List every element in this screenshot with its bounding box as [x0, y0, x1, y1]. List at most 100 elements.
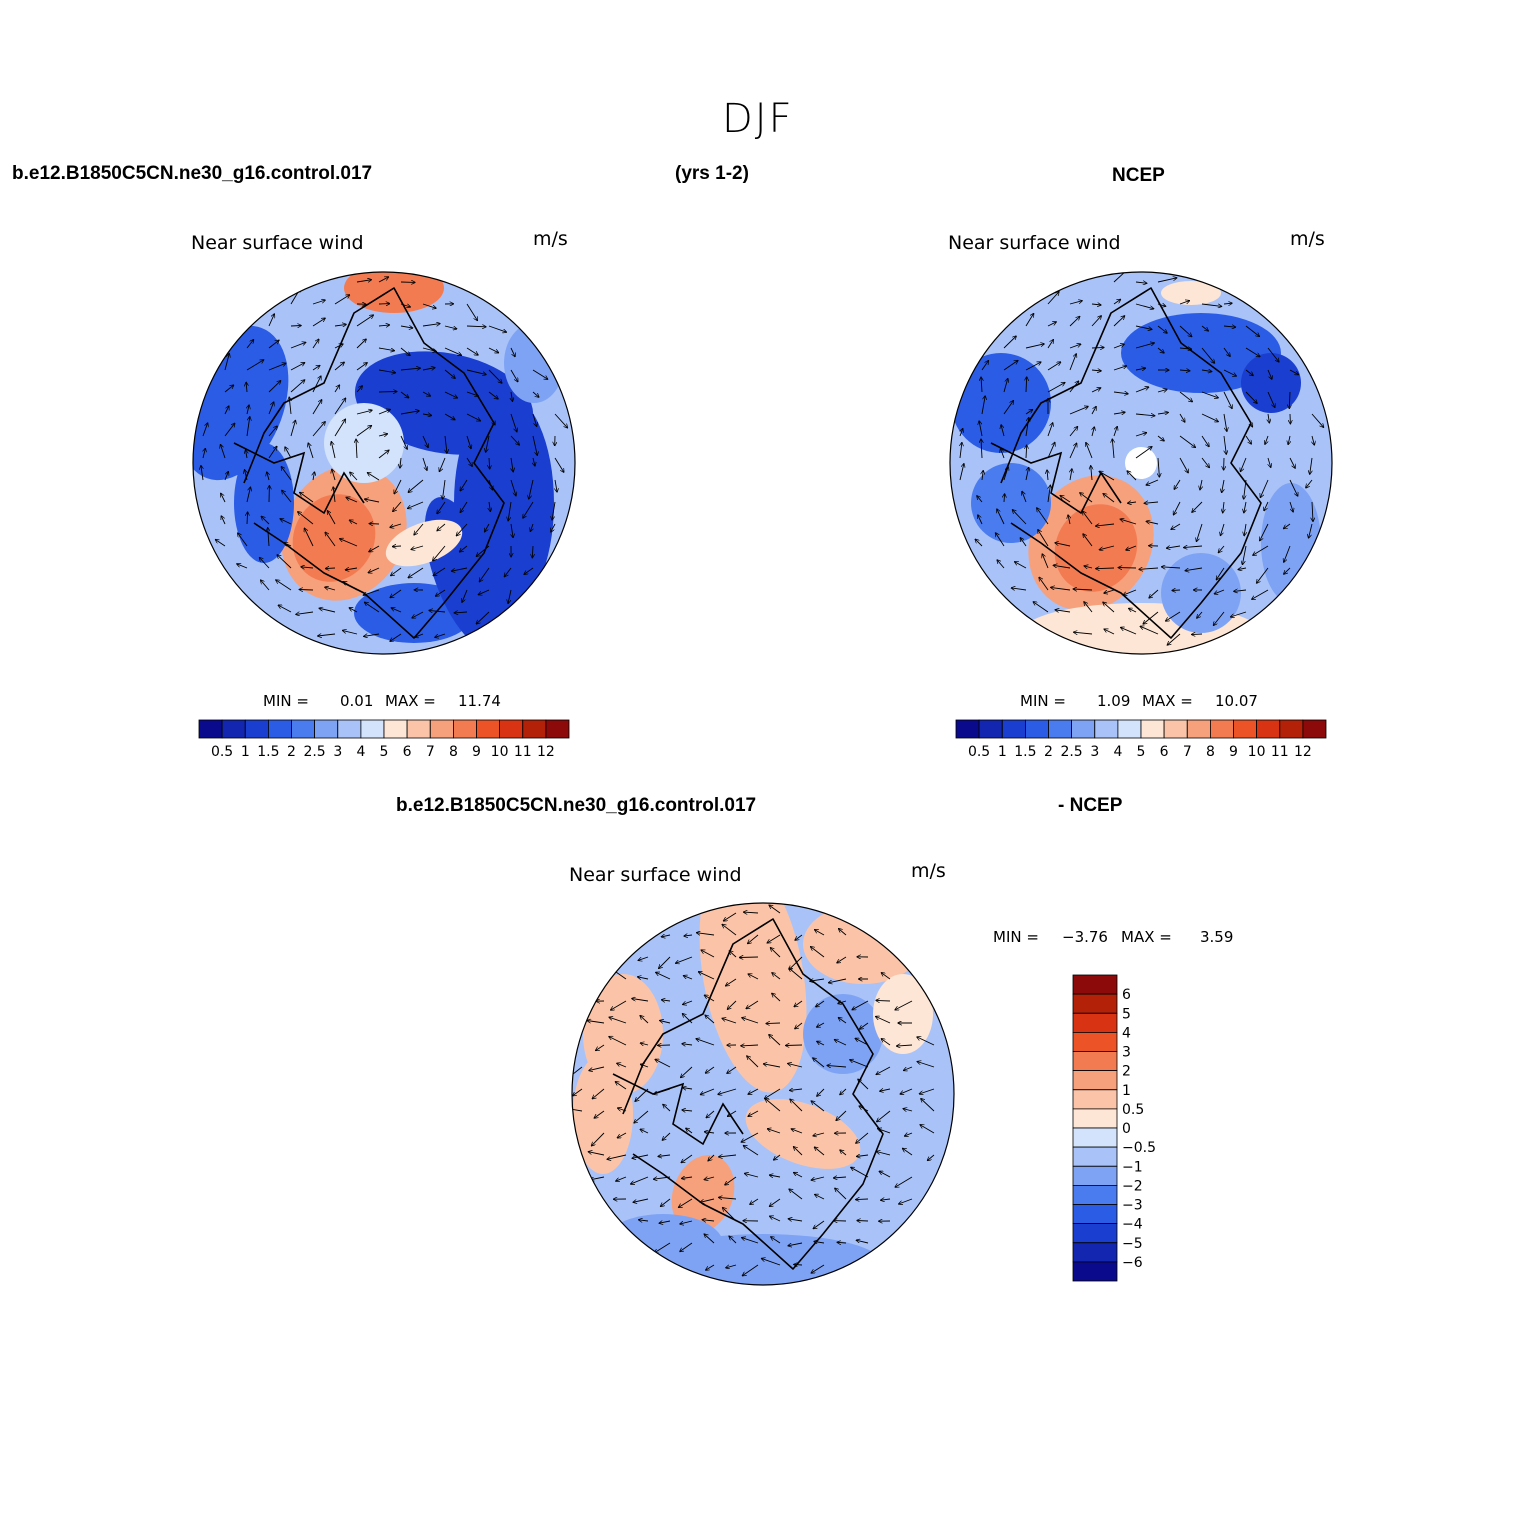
wind-vector [437, 523, 446, 531]
panel3-max-value: 3.59 [1200, 928, 1234, 946]
wind-vector [1161, 567, 1181, 568]
wind-vector [815, 1194, 825, 1200]
colorbar-swatch [978, 719, 1003, 739]
wind-vector [400, 391, 409, 398]
colorbar-swatch [198, 719, 223, 739]
wind-vector [814, 1147, 825, 1156]
wind-vector [394, 479, 402, 494]
wind-vector [977, 496, 983, 503]
wind-vector [788, 1219, 803, 1221]
wind-vector [743, 912, 759, 913]
wind-vector [1020, 538, 1027, 547]
wind-vector [364, 602, 380, 613]
wind-vector [246, 450, 248, 459]
wind-vector [1192, 501, 1203, 512]
wind-vector [1047, 423, 1053, 437]
wind-vector [794, 1264, 803, 1265]
wind-vector [290, 380, 305, 393]
wind-vector [900, 1088, 913, 1094]
wind-vector [1069, 427, 1078, 437]
wind-vector [224, 406, 229, 415]
wind-vector [356, 386, 362, 393]
wind-vector [635, 1088, 649, 1101]
colorbar-tick-label: 6 [1122, 987, 1131, 1003]
colorbar-tick-label: 7 [1183, 744, 1192, 760]
wind-vector [1245, 325, 1260, 337]
wind-vector [454, 612, 468, 613]
wind-vector [591, 1132, 605, 1146]
wind-vector [663, 1104, 671, 1112]
wind-vector [727, 1066, 737, 1073]
wind-vector [772, 973, 781, 980]
wind-vector [1025, 417, 1029, 437]
colorbar-swatch [1163, 719, 1188, 739]
wind-vector [763, 1064, 781, 1068]
wind-vector [400, 435, 407, 449]
wind-vector [742, 1238, 759, 1244]
wind-vector [654, 1088, 671, 1094]
wind-vector [769, 905, 781, 914]
wind-vector [1253, 545, 1269, 555]
wind-vector [319, 608, 336, 613]
colorbar-tick-label: 2 [287, 744, 296, 760]
wind-vector [1069, 406, 1088, 415]
wind-vector [489, 457, 490, 469]
wind-vector [700, 1198, 715, 1202]
colorbar-swatch [1072, 1165, 1118, 1186]
wind-vector [960, 442, 962, 459]
colorbar-tick-label: 3 [1090, 744, 1099, 760]
colorbar-swatch [267, 719, 292, 739]
colorbar-tick-label: 3 [1122, 1045, 1131, 1061]
wind-vector [1244, 523, 1246, 536]
wind-vector [896, 1045, 913, 1046]
wind-vector [596, 1044, 605, 1051]
wind-vector [391, 567, 402, 576]
wind-vector [681, 1066, 693, 1078]
contour-patch [671, 1155, 735, 1233]
wind-vector [1025, 344, 1044, 349]
wind-vector [746, 1000, 759, 1009]
wind-vector [1201, 435, 1209, 447]
wind-vector [289, 397, 291, 415]
wind-vector [530, 523, 533, 532]
coastline [243, 287, 505, 639]
wind-vector [1213, 611, 1225, 626]
colorbar-swatch [1210, 719, 1234, 739]
wind-vector [285, 447, 292, 459]
contour-patch [1121, 313, 1281, 393]
wind-vector [1082, 511, 1093, 525]
wind-vector [1091, 466, 1092, 481]
wind-vector [1047, 485, 1050, 503]
wind-vector [741, 1132, 759, 1142]
wind-vector [1311, 413, 1324, 427]
wind-vector [488, 325, 507, 332]
wind-vector [1284, 567, 1291, 574]
wind-vector [681, 1154, 693, 1163]
wind-vector [794, 1173, 803, 1178]
colorbar-swatch [314, 719, 339, 739]
colorbar-tick-label: 3 [333, 744, 342, 760]
wind-vector [769, 1035, 781, 1046]
wind-vector [1201, 347, 1215, 363]
wind-vector [718, 1197, 737, 1199]
contour-patch [873, 1014, 953, 1174]
wind-vector [350, 472, 358, 481]
wind-vector [878, 1129, 891, 1134]
wind-vector [488, 479, 493, 490]
wind-vector [201, 466, 203, 481]
wind-vector [857, 1221, 869, 1222]
wind-vector [981, 361, 989, 371]
wind-vector [1289, 369, 1299, 375]
colorbar-tick-label: −3 [1122, 1198, 1143, 1214]
wind-vector [634, 1110, 649, 1123]
wind-vector [1084, 566, 1093, 568]
wind-vector [1011, 588, 1027, 590]
wind-vector [767, 934, 781, 943]
wind-vector [997, 560, 1005, 569]
wind-vector [788, 1063, 803, 1068]
wind-vector [479, 567, 490, 582]
wind-vector [1245, 369, 1253, 376]
wind-vector [312, 376, 321, 393]
wind-vector [312, 400, 322, 415]
wind-vector [658, 1155, 671, 1157]
